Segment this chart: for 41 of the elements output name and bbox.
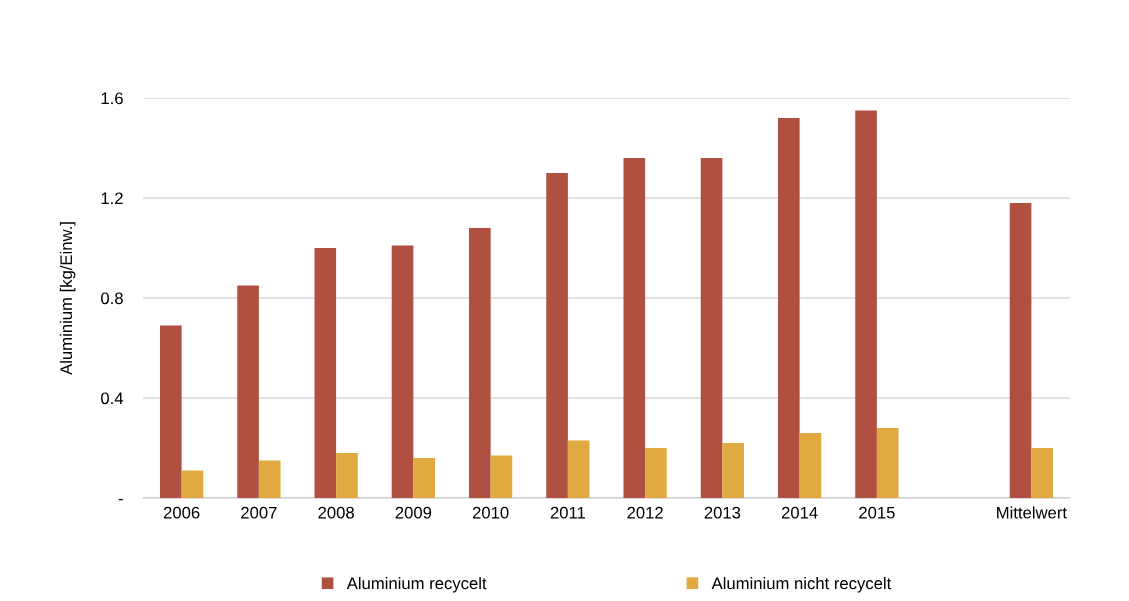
bar bbox=[1009, 203, 1032, 498]
bar bbox=[468, 228, 491, 498]
y-tick-label: 1.6 bbox=[101, 92, 123, 105]
x-tick-label: 2006 bbox=[163, 506, 200, 519]
bar bbox=[258, 460, 281, 498]
bar bbox=[1031, 448, 1053, 498]
y-axis-title: Aluminium [kg/Einw.] bbox=[59, 222, 76, 375]
x-tick-label: 2013 bbox=[704, 506, 741, 519]
bar bbox=[413, 458, 435, 498]
y-tick-label: 0.4 bbox=[101, 392, 124, 405]
x-tick-label: 2007 bbox=[241, 506, 277, 519]
x-tick-label: 2009 bbox=[395, 506, 432, 519]
x-tick-label: 2014 bbox=[781, 506, 818, 519]
bar bbox=[855, 110, 877, 498]
x-tick-label: Mittelwert bbox=[997, 506, 1067, 519]
x-tick-label: 2015 bbox=[859, 506, 895, 519]
bar bbox=[700, 158, 723, 498]
y-tick-label: 1.2 bbox=[101, 192, 123, 205]
bar bbox=[645, 448, 667, 498]
x-tick-label: 2012 bbox=[627, 506, 663, 519]
bar bbox=[391, 245, 414, 498]
legend-label: Aluminium recycelt bbox=[346, 577, 487, 593]
bar bbox=[546, 173, 568, 498]
x-tick-label: 2008 bbox=[318, 506, 354, 519]
bar bbox=[314, 248, 337, 498]
x-tick-label: 2011 bbox=[550, 506, 585, 519]
bar bbox=[777, 118, 800, 498]
legend-label: Aluminium nicht recycelt bbox=[711, 577, 892, 593]
bar bbox=[237, 285, 259, 498]
bar bbox=[722, 443, 744, 498]
bar bbox=[623, 158, 646, 498]
y-tick-label: - bbox=[118, 498, 123, 501]
y-tick-label: 0.8 bbox=[101, 292, 123, 305]
bar bbox=[181, 470, 204, 498]
bar bbox=[567, 440, 590, 498]
bar bbox=[336, 453, 358, 498]
bar bbox=[799, 433, 822, 498]
bar bbox=[876, 428, 899, 498]
bar bbox=[159, 325, 182, 498]
x-tick-label: 2010 bbox=[472, 506, 509, 519]
bar bbox=[490, 455, 513, 498]
